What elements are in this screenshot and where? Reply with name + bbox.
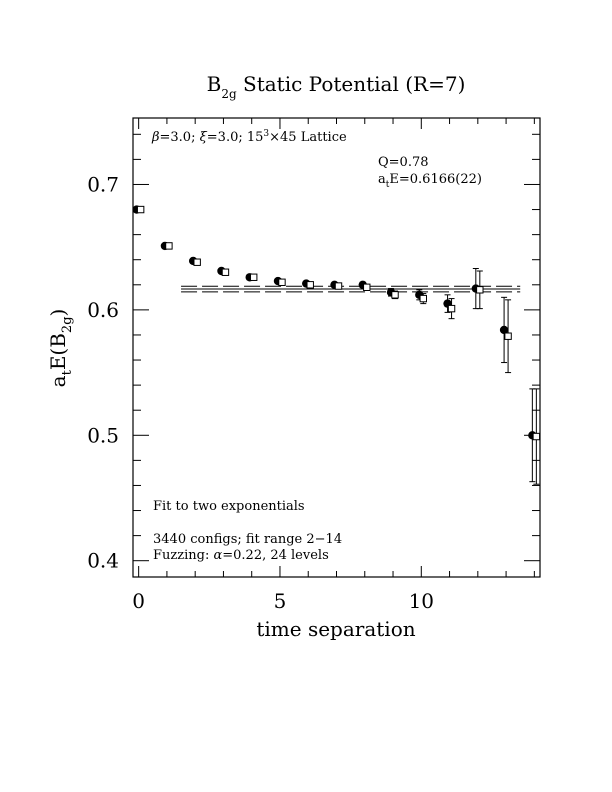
y-tick-label: 0.5	[87, 423, 119, 447]
data-point-square	[165, 242, 173, 250]
x-tick-label: 10	[409, 589, 434, 613]
data-point-square	[504, 332, 512, 340]
x-tick-label: 0	[132, 589, 145, 613]
data-point-square	[419, 294, 427, 303]
fuzzing-annotation: Fuzzing: α=0.22, 24 levels	[153, 548, 329, 563]
y-tick-label: 0.7	[87, 172, 119, 196]
data-point-square	[334, 282, 343, 290]
data-point-square	[193, 258, 201, 266]
x-axis-label: time separation	[256, 617, 415, 641]
data-point-square	[278, 278, 286, 286]
data-point-square	[136, 205, 145, 214]
data-point-square	[306, 281, 314, 289]
data-series	[132, 205, 541, 485]
data-point-square	[221, 268, 230, 276]
fit-band	[181, 285, 521, 293]
configs-annotation: 3440 configs; fit range 2−14	[153, 532, 342, 547]
data-point-square	[447, 304, 456, 313]
data-point-square	[250, 273, 258, 281]
y-tick-label: 0.4	[87, 549, 119, 573]
fit-type-annotation: Fit to two exponentials	[153, 499, 305, 514]
chart-title: B2g Static Potential (R=7)	[207, 72, 466, 101]
y-axis-label: atE(B2g)	[46, 309, 75, 388]
x-tick-label: 5	[274, 589, 287, 613]
data-point-square	[476, 286, 484, 294]
q-value-annotation: Q=0.78	[378, 155, 429, 170]
lattice-annotation: β=3.0; ξ=3.0; 153×45 Lattice	[151, 129, 347, 145]
data-point-circle	[499, 325, 509, 335]
tick-labels: 0 5 10 0.4 0.5 0.6 0.7	[87, 172, 434, 613]
y-tick-label: 0.6	[87, 298, 119, 322]
data-point-square	[391, 291, 399, 299]
energy-annotation: atE=0.6166(22)	[378, 172, 482, 190]
data-point-square	[532, 432, 541, 441]
data-point-square	[363, 283, 371, 292]
